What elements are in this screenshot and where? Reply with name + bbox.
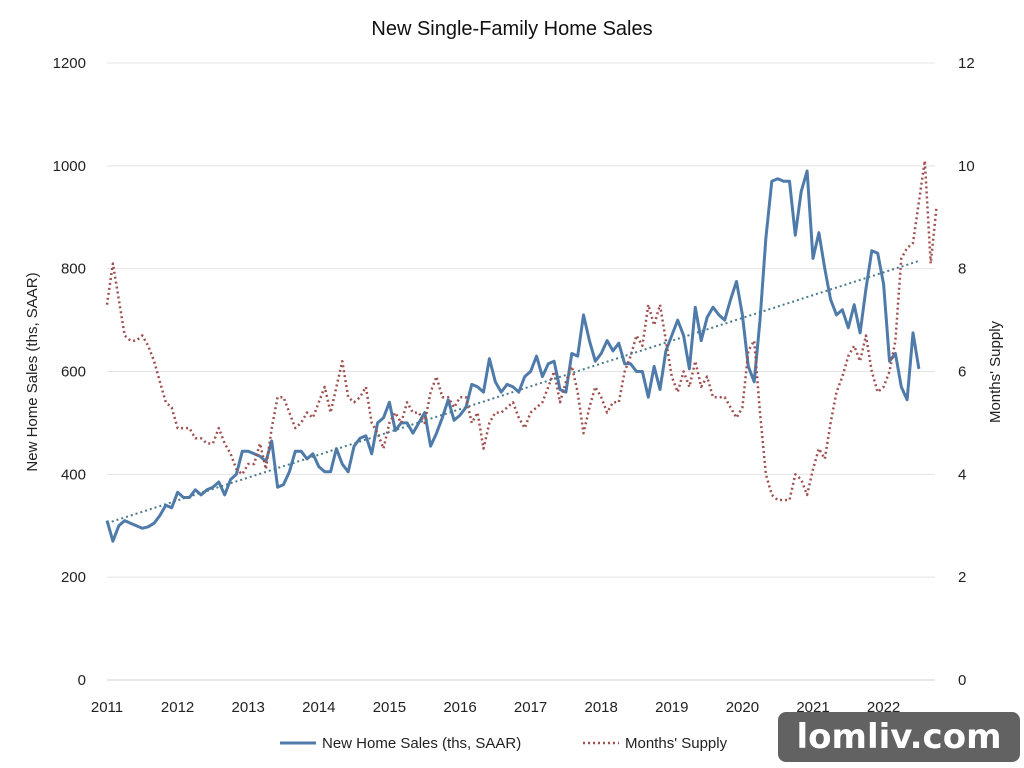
y-axis-ticks: 0 200 400 600 800 1000 1200 [53, 55, 86, 689]
y2-tick-label: 12 [958, 55, 975, 72]
x-tick-label: 2018 [585, 699, 618, 716]
y2-tick-label: 8 [958, 261, 966, 278]
y-tick-label: 800 [61, 261, 86, 278]
watermark-logo: lomliv.com [778, 712, 1020, 762]
x-tick-label: 2012 [161, 699, 194, 716]
series-line-sales [105, 169, 921, 543]
x-tick-label: 2020 [726, 699, 759, 716]
y2-tick-label: 10 [958, 158, 975, 175]
legend-label-supply: Months' Supply [625, 735, 728, 752]
x-tick-label: 2011 [91, 699, 123, 716]
y2-tick-label: 4 [958, 466, 966, 483]
y-tick-label: 1200 [53, 55, 86, 72]
series-layer [105, 159, 938, 543]
y-axis-label: New Home Sales (ths, SAAR) [24, 272, 41, 471]
x-axis-ticks: 2011 2012 2013 2014 2015 2016 2017 2018 2019 2020… [91, 699, 900, 716]
gridlines [107, 62, 935, 681]
y2-tick-label: 2 [958, 569, 966, 586]
legend: New Home Sales (ths, SAAR) Months' Suppl… [280, 735, 728, 752]
x-tick-label: 2021 [796, 699, 829, 716]
x-tick-label: 2015 [373, 699, 406, 716]
y-tick-label: 0 [78, 672, 86, 689]
trendline [106, 260, 920, 525]
y-tick-label: 600 [61, 364, 86, 381]
y-tick-label: 200 [61, 569, 86, 586]
y2-axis-ticks: 0 2 4 6 8 10 12 [958, 55, 975, 689]
y2-tick-label: 6 [958, 364, 966, 381]
x-tick-label: 2016 [443, 699, 476, 716]
x-tick-label: 2019 [655, 699, 688, 716]
y-tick-label: 400 [61, 466, 86, 483]
x-tick-label: 2022 [867, 699, 900, 716]
legend-label-sales: New Home Sales (ths, SAAR) [322, 735, 521, 752]
y2-tick-label: 0 [958, 672, 966, 689]
x-tick-label: 2017 [514, 699, 547, 716]
chart-title: New Single-Family Home Sales [371, 18, 652, 40]
x-tick-label: 2014 [302, 699, 335, 716]
x-tick-label: 2013 [232, 699, 265, 716]
y2-axis-label: Months' Supply [987, 320, 1004, 423]
series-line-months-supply [105, 159, 938, 502]
y-tick-label: 1000 [53, 158, 86, 175]
